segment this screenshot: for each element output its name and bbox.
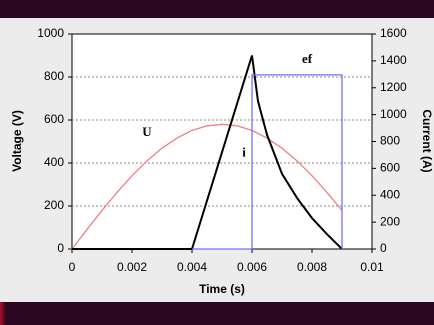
x-tick-label: 0.006 bbox=[237, 260, 267, 274]
y2-tick-label: 200 bbox=[380, 214, 400, 228]
y2-tick-label: 800 bbox=[380, 134, 400, 148]
y-tick-label: 1000 bbox=[37, 26, 64, 40]
x-tick-label: 0.01 bbox=[360, 260, 384, 274]
y-tick-label: 0 bbox=[57, 241, 64, 255]
y2-axis-title: Current (A) bbox=[420, 109, 434, 172]
y-tick-label: 600 bbox=[44, 112, 64, 126]
x-tick-label: 0 bbox=[69, 260, 76, 274]
series-label: ef bbox=[302, 51, 313, 66]
x-axis-title: Time (s) bbox=[199, 282, 245, 296]
x-tick-label: 0.008 bbox=[297, 260, 327, 274]
y2-tick-label: 0 bbox=[380, 241, 387, 255]
y-tick-label: 200 bbox=[44, 198, 64, 212]
y-tick-label: 800 bbox=[44, 69, 64, 83]
x-tick-label: 0.004 bbox=[177, 260, 207, 274]
y-tick-label: 400 bbox=[44, 155, 64, 169]
series-label: U bbox=[142, 124, 152, 139]
series-line bbox=[72, 55, 343, 250]
y2-tick-label: 400 bbox=[380, 187, 400, 201]
series-label: i bbox=[242, 145, 246, 160]
x-tick-label: 0.002 bbox=[117, 260, 147, 274]
series-line bbox=[192, 74, 343, 250]
plot-area bbox=[71, 33, 373, 250]
y2-tick-label: 1200 bbox=[380, 80, 407, 94]
y2-tick-label: 1600 bbox=[380, 26, 407, 40]
y-axis-title: Voltage (V) bbox=[10, 110, 24, 172]
y2-tick-label: 1400 bbox=[380, 53, 407, 67]
y2-tick-label: 600 bbox=[380, 161, 400, 175]
series-line bbox=[71, 123, 343, 250]
y2-tick-label: 1000 bbox=[380, 107, 407, 121]
